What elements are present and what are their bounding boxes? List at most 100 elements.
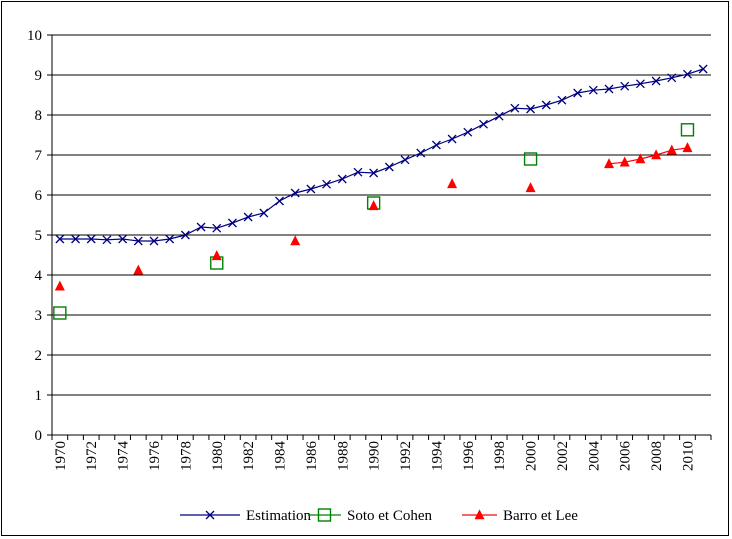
data-point-triangle	[447, 178, 458, 189]
data-point-x	[573, 88, 583, 98]
data-point-x	[118, 234, 128, 244]
data-point-x	[212, 223, 222, 233]
data-point-triangle	[651, 149, 662, 160]
y-tick-label: 9	[35, 68, 43, 84]
data-point-x	[86, 234, 96, 244]
legend-label: Soto et Cohen	[347, 508, 432, 524]
legend-item: Barro et Lee	[462, 508, 578, 524]
data-point-triangle	[635, 153, 646, 164]
data-point-x	[275, 196, 284, 206]
data-point-square	[53, 306, 67, 320]
x-tick-label: 2010	[680, 441, 696, 471]
data-point-x	[384, 162, 394, 172]
y-axis-tick-labels: 0 1 2 3 4 5 6 7 8 9 10	[27, 28, 43, 444]
y-tick-label: 10	[27, 28, 42, 44]
data-point-x	[102, 235, 112, 245]
data-point-triangle	[211, 250, 222, 261]
x-tick-label: 2008	[649, 441, 665, 471]
data-point-x	[416, 148, 426, 158]
data-point-triangle	[604, 158, 614, 169]
y-tick-label: 7	[35, 148, 43, 164]
series-1	[53, 123, 695, 320]
data-point-x	[205, 510, 215, 520]
legend-item: Soto et Cohen	[308, 508, 432, 524]
data-point-x	[400, 155, 410, 165]
x-tick-label: 1988	[335, 441, 351, 471]
data-point-x	[463, 127, 473, 137]
data-point-triangle	[368, 200, 379, 211]
data-point-x	[369, 168, 379, 178]
data-point-triangle	[290, 235, 301, 246]
x-tick-label: 1994	[429, 441, 445, 472]
data-point-triangle	[525, 182, 536, 193]
x-tick-label: 1986	[304, 441, 320, 472]
data-point-triangle	[619, 156, 630, 167]
data-point-x	[541, 100, 551, 110]
x-tick-label: 1980	[210, 441, 226, 471]
x-tick-label: 2004	[586, 441, 602, 472]
data-point-triangle	[666, 144, 677, 155]
data-point-x	[149, 236, 159, 246]
x-tick-label: 1992	[398, 441, 414, 471]
data-point-x	[133, 236, 143, 246]
data-point-x	[447, 134, 457, 144]
y-tick-label: 0	[35, 428, 43, 444]
x-tick-label: 1996	[461, 441, 477, 472]
x-axis-tick-labels: 1970 1972 1974 1976 1978 1980 1982 1984 1986 1988…	[53, 441, 697, 472]
x-tick-label: 1972	[84, 441, 100, 471]
y-tick-label: 8	[35, 108, 43, 124]
data-point-x	[651, 76, 661, 86]
data-point-square	[680, 123, 695, 137]
x-tick-label: 2002	[555, 441, 571, 471]
y-tick-label: 4	[35, 268, 43, 284]
y-tick-label: 2	[35, 348, 43, 364]
series-line	[608, 147, 688, 165]
data-point-x	[306, 184, 316, 194]
data-point-triangle	[133, 264, 144, 275]
data-point-x	[588, 85, 598, 95]
data-point-triangle	[54, 280, 65, 291]
data-point-x	[243, 212, 253, 222]
y-tick-label: 1	[35, 388, 43, 404]
x-tick-label: 1998	[492, 441, 508, 471]
x-tick-label: 1976	[147, 441, 163, 472]
data-point-x	[683, 69, 692, 79]
series-0	[55, 64, 708, 246]
x-tick-label: 1970	[53, 441, 69, 471]
data-point-x	[698, 64, 708, 74]
y-tick-label: 6	[35, 188, 43, 204]
data-point-x	[635, 79, 645, 89]
legend-label: Barro et Lee	[503, 508, 578, 524]
grid-lines	[52, 34, 711, 436]
data-point-x	[667, 73, 677, 83]
data-point-x	[290, 188, 300, 198]
data-point-x	[353, 167, 363, 177]
legend-item: Estimation	[180, 508, 311, 524]
y-tick-label: 3	[35, 308, 43, 324]
series-2	[54, 142, 693, 291]
data-point-x	[259, 208, 269, 218]
data-point-x	[180, 230, 190, 240]
x-tick-label: 1978	[178, 441, 194, 471]
x-tick-label: 1984	[273, 441, 289, 472]
data-point-x	[196, 222, 206, 232]
series-layer	[53, 64, 708, 320]
data-point-x	[165, 234, 175, 244]
data-point-x	[337, 174, 347, 184]
data-point-x	[604, 84, 614, 94]
data-point-square	[317, 508, 332, 522]
axes	[47, 34, 712, 440]
data-point-x	[431, 140, 441, 150]
x-tick-label: 1974	[116, 441, 132, 472]
data-point-square	[523, 152, 538, 166]
data-point-x	[322, 179, 332, 189]
x-tick-label: 1982	[241, 441, 257, 471]
series-line	[59, 68, 704, 242]
data-point-x	[227, 218, 237, 228]
legend: Estimation Soto et Cohen Barro et Lee	[180, 508, 578, 524]
data-point-x	[479, 119, 488, 129]
data-point-x	[71, 234, 80, 244]
data-point-x	[494, 111, 504, 121]
data-point-triangle	[474, 509, 485, 520]
